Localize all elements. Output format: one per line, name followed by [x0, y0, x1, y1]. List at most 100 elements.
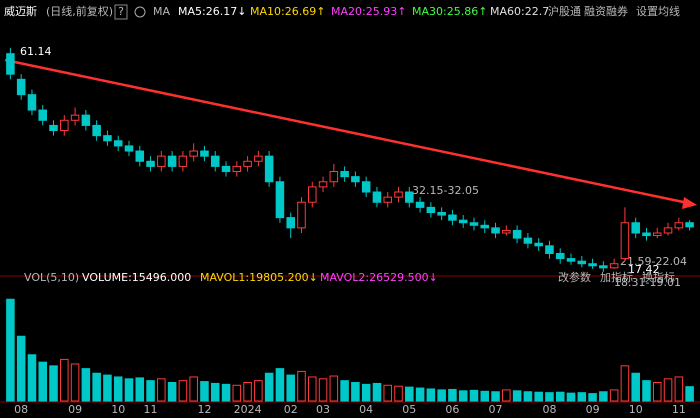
volume-bar: [599, 391, 608, 402]
x-tick-label: 02: [284, 403, 298, 416]
volume-bar: [458, 390, 468, 402]
candle-body: [146, 160, 155, 167]
volume-bar: [415, 387, 425, 402]
volume-bar: [372, 382, 382, 402]
candle-body: [254, 155, 263, 162]
candle-body: [577, 260, 587, 265]
annotation: 18.31-19.01: [614, 276, 681, 289]
volume-bar: [178, 380, 188, 402]
candle-body: [27, 94, 37, 111]
annotation: 32.15-32.05: [412, 184, 479, 197]
volume-bar: [6, 298, 15, 402]
candle-body: [523, 237, 533, 244]
volume-bar: [502, 389, 511, 402]
volume-bar: [512, 390, 522, 402]
candle-body: [609, 263, 619, 269]
ma-value: MA20:25.93↑: [331, 5, 406, 18]
volume-bar: [351, 382, 360, 402]
candle-body: [200, 150, 209, 157]
volume-bar: [103, 374, 112, 402]
volume-bar: [577, 392, 587, 402]
volume-bar: [297, 370, 306, 402]
volume-bar: [70, 363, 80, 402]
x-tick-label: 09: [68, 403, 82, 416]
candle-body: [437, 212, 446, 216]
candle-body: [307, 186, 317, 203]
volume-bar: [663, 378, 673, 402]
volume-bar: [254, 380, 263, 402]
gear[interactable]: [134, 6, 146, 18]
vol-ma: MAVOL2:26529.500↓: [320, 271, 438, 284]
candle-body: [49, 124, 58, 132]
candle-body: [566, 258, 576, 262]
candle-body: [480, 224, 490, 229]
candle-body: [157, 155, 166, 167]
candle-body: [405, 191, 414, 203]
x-tick-label: 2024: [234, 403, 262, 416]
candle-body: [189, 150, 198, 157]
ma-value: MA30:25.86↑: [412, 5, 487, 18]
volume-bar: [674, 376, 684, 402]
x-tick-label: 10: [111, 403, 125, 416]
link[interactable]: 融资融券: [584, 4, 628, 18]
candle-body: [491, 227, 500, 234]
candle-body: [167, 155, 177, 167]
candle-body: [469, 222, 479, 226]
volume-bar: [157, 378, 166, 402]
candle-body: [502, 229, 511, 234]
candle-body: [60, 119, 69, 132]
candle-body: [534, 242, 543, 247]
button[interactable]: 换指标: [642, 270, 675, 284]
candle-body: [642, 232, 651, 237]
vol-ma: MAVOL1:19805.200↓: [200, 271, 318, 284]
x-tick-label: 06: [445, 403, 459, 416]
candle-body: [135, 150, 145, 162]
volume-bar: [264, 372, 274, 402]
candle-body: [545, 245, 554, 254]
x-tick-label: 10: [629, 403, 643, 416]
volume-bar: [534, 391, 543, 402]
x-tick-label: 12: [197, 403, 211, 416]
x-tick-label: 03: [316, 403, 330, 416]
candle-body: [674, 222, 684, 229]
candle-body: [221, 165, 231, 173]
candle-body: [340, 171, 349, 178]
link[interactable]: 沪股通: [548, 4, 581, 18]
candle-body: [663, 227, 673, 234]
annotation: 21.59-22.04: [620, 255, 687, 268]
volume-bar: [491, 391, 500, 402]
candle-body: [113, 140, 123, 147]
candle-body: [297, 201, 306, 229]
volume-bar: [210, 382, 220, 402]
volume-bar: [307, 376, 317, 402]
candle-body: [286, 217, 295, 229]
link[interactable]: 设置均线: [636, 4, 680, 18]
candle-body: [372, 191, 382, 203]
candle-body: [124, 145, 134, 152]
candle-body: [264, 155, 274, 183]
volume-bar: [221, 383, 231, 402]
volume-bar: [631, 372, 640, 402]
annotation: 17.42: [628, 263, 660, 276]
volume-bar: [437, 389, 446, 402]
volume-bar: [232, 384, 242, 402]
button[interactable]: 加指标: [600, 270, 633, 284]
candle-body: [631, 222, 640, 234]
candle-body: [103, 135, 112, 142]
x-tick-label: 04: [359, 403, 373, 416]
volume-bar: [16, 335, 26, 402]
volume-bar: [81, 368, 91, 402]
button[interactable]: 改参数: [558, 270, 591, 284]
volume-bar: [340, 380, 349, 402]
volume-bar: [27, 354, 37, 402]
candle-body: [555, 252, 565, 260]
help-box[interactable]: [114, 4, 128, 20]
candle-body: [232, 165, 242, 173]
x-tick-label: 11: [672, 403, 686, 416]
help[interactable]: ?: [118, 5, 124, 18]
candle-body: [588, 263, 597, 267]
candle-body: [70, 114, 80, 121]
candle-body: [458, 219, 468, 224]
volume-bar: [426, 388, 436, 402]
